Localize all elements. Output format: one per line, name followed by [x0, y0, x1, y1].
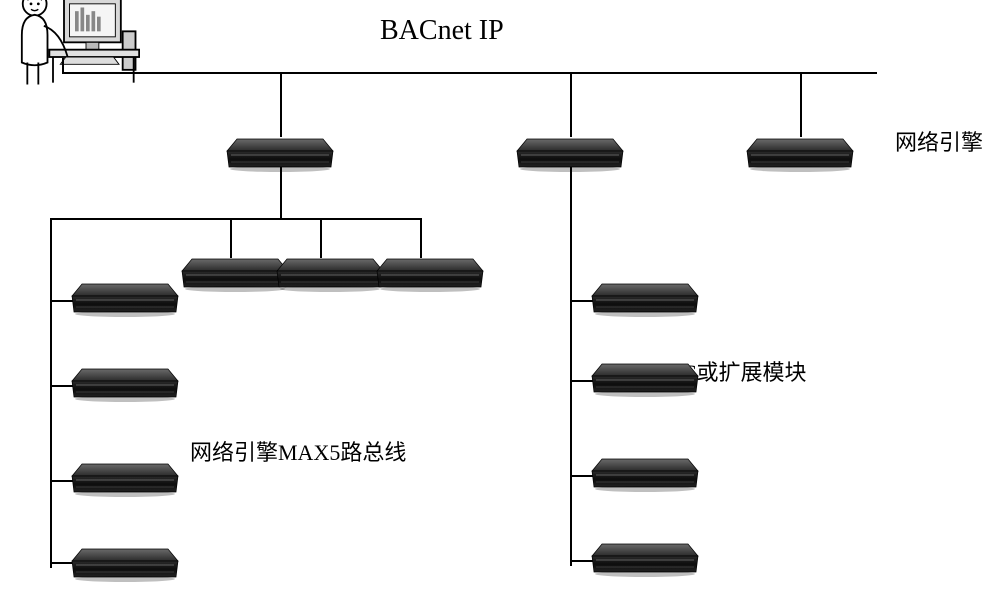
backbone-line	[62, 72, 877, 74]
drop-eng1	[280, 72, 282, 137]
eng1-v2	[230, 218, 232, 258]
drop-eng2	[570, 72, 572, 137]
ddc-mid-2	[275, 255, 385, 293]
eng2-down	[570, 166, 572, 566]
ddc-left-3	[70, 460, 180, 498]
ddc-right-3	[590, 455, 700, 493]
title-label: BACnet IP	[380, 15, 504, 47]
eng1-v4	[420, 218, 422, 258]
operator-icon	[10, 0, 120, 90]
eng1-v3	[320, 218, 322, 258]
network-engine-1	[225, 135, 335, 173]
ddc-right-2	[590, 360, 700, 398]
eng1-down	[280, 166, 282, 220]
ddc-right-1	[590, 280, 700, 318]
eng1-left-v	[50, 218, 52, 568]
ddc-mid-1	[180, 255, 290, 293]
ddc-left-1	[70, 280, 180, 318]
max5-label: 网络引擎MAX5路总线	[190, 435, 406, 467]
drop-eng3	[800, 72, 802, 137]
ddc-left-2	[70, 365, 180, 403]
ddc-mid-3	[375, 255, 485, 293]
ddc-right-4	[590, 540, 700, 578]
drop-op	[62, 58, 64, 74]
engine-label: 网络引擎	[895, 125, 983, 157]
ddc-left-4	[70, 545, 180, 583]
network-engine-3	[745, 135, 855, 173]
diagram-root: BACnet IP 网络引擎 DDC或扩展模块 网络引擎MAX5路总线	[0, 0, 1000, 611]
network-engine-2	[515, 135, 625, 173]
eng1-hbus	[50, 218, 422, 220]
